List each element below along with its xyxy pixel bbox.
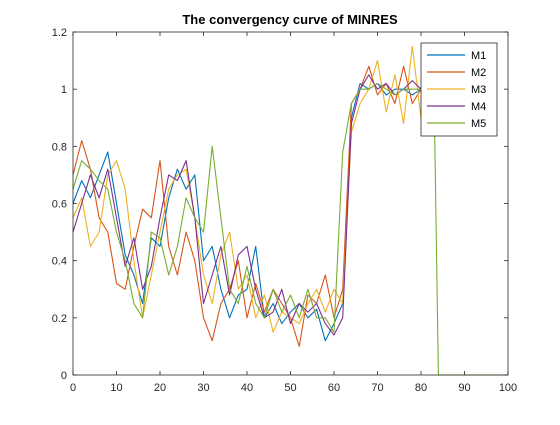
x-tick-label: 80 <box>415 382 427 394</box>
legend-label-m4: M4 <box>471 101 486 113</box>
y-tick-label: 1 <box>61 84 67 96</box>
y-tick-label: 0.2 <box>52 313 67 325</box>
x-tick-label: 50 <box>284 382 296 394</box>
legend-label-m5: M5 <box>471 118 486 130</box>
y-tick-label: 1.2 <box>52 27 67 39</box>
x-tick-label: 0 <box>70 382 76 394</box>
series-line-m5 <box>72 82 508 376</box>
x-tick-label: 90 <box>458 382 470 394</box>
x-tick-label: 40 <box>241 382 253 394</box>
x-tick-label: 10 <box>110 382 122 394</box>
ticks-layer: 0 10 20 30 40 50 60 70 80 90 100 0 0.2 0.4 0.6 0.8 1 1.2 <box>52 27 517 394</box>
series-line-m4 <box>72 74 430 336</box>
legend-label-m1: M1 <box>471 50 486 62</box>
x-tick-label: 70 <box>371 382 383 394</box>
legend-label-m2: M2 <box>471 67 486 79</box>
series-layer <box>72 45 508 376</box>
series-line-m2 <box>72 65 430 347</box>
x-tick-label: 100 <box>499 382 517 394</box>
y-tick-label: 0.6 <box>52 199 67 211</box>
legend-label-m3: M3 <box>471 84 486 96</box>
x-tick-label: 30 <box>197 382 209 394</box>
y-tick-label: 0.8 <box>52 141 67 153</box>
chart-title: The convergency curve of MINRES <box>182 12 398 27</box>
legend: M1 M2 M3 M4 M5 <box>420 42 498 137</box>
y-tick-label: 0 <box>61 370 67 382</box>
series-line-m3 <box>72 45 431 333</box>
x-tick-label: 60 <box>328 382 340 394</box>
x-tick-label: 20 <box>154 382 166 394</box>
y-tick-label: 0.4 <box>52 256 67 268</box>
